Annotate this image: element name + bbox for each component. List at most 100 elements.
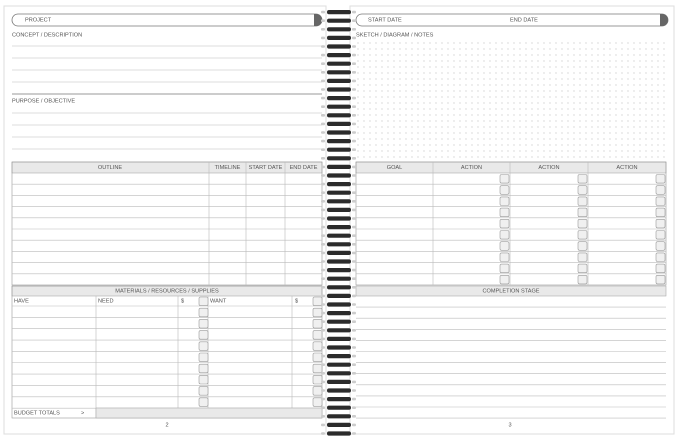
spiral-hole	[321, 423, 325, 427]
spiral-hole	[321, 96, 325, 100]
spiral-coil	[327, 78, 351, 83]
spiral-coil	[327, 190, 351, 195]
spiral-coil	[327, 87, 351, 92]
spiral-hole	[321, 329, 325, 332]
spiral-hole	[321, 294, 325, 298]
checkbox	[499, 174, 510, 184]
spiral-hole	[352, 217, 356, 220]
title-bar-cap	[314, 14, 322, 26]
spiral-hole	[352, 148, 356, 151]
outline-header: OUTLINE	[98, 165, 123, 171]
checkbox	[577, 185, 588, 195]
spiral-hole	[352, 105, 356, 108]
project-label: PROJECT	[25, 17, 52, 23]
spiral-hole	[321, 389, 325, 392]
checkbox	[499, 185, 510, 195]
checkbox	[577, 252, 588, 262]
spiral-coil	[327, 121, 351, 126]
materials-header: $	[181, 298, 185, 304]
checkbox	[312, 363, 323, 374]
spiral-coil	[327, 319, 351, 324]
spiral-hole	[321, 36, 325, 40]
spiral-coil	[327, 199, 351, 204]
table-frame	[355, 161, 667, 286]
spiral-coil	[327, 285, 351, 290]
spiral-coil	[327, 405, 351, 410]
spiral-hole	[352, 71, 356, 74]
spiral-hole	[352, 389, 356, 392]
spiral-coil	[327, 44, 351, 49]
spiral-hole	[321, 415, 325, 418]
spiral-hole	[321, 372, 325, 375]
checkbox	[577, 219, 588, 229]
spiral-hole	[321, 53, 325, 57]
spiral-hole	[352, 363, 356, 366]
spiral-hole	[352, 79, 356, 83]
spiral-hole	[352, 346, 356, 349]
title-bar-cap	[660, 14, 668, 26]
spiral-hole	[321, 320, 325, 323]
spiral-hole	[321, 62, 325, 65]
spiral-coil	[327, 27, 351, 32]
spiral-hole	[352, 311, 356, 315]
checkbox	[499, 207, 510, 218]
checkbox	[198, 319, 209, 329]
dot-grid	[357, 42, 666, 158]
spiral-hole	[321, 148, 325, 151]
checkbox	[198, 397, 209, 407]
spiral-coil	[327, 242, 351, 247]
spiral-hole	[321, 277, 325, 280]
spiral-hole	[352, 53, 356, 57]
outline-header: END DATE	[290, 165, 318, 171]
materials-title: MATERIALS / RESOURCES / SUPPLIES	[115, 288, 219, 294]
spiral-hole	[352, 320, 356, 323]
spiral-coil	[327, 431, 351, 436]
spiral-hole	[321, 105, 325, 108]
spiral-hole	[321, 28, 325, 31]
checkbox	[655, 207, 666, 218]
spiral-hole	[352, 114, 356, 117]
spiral-coil	[327, 397, 351, 402]
spiral-hole	[321, 225, 325, 229]
spiral-hole	[352, 62, 356, 65]
spiral-hole	[352, 88, 356, 91]
spiral-coil	[327, 104, 351, 109]
spiral-hole	[321, 432, 325, 435]
checkbox	[577, 230, 588, 240]
spiral-hole	[321, 71, 325, 74]
checkbox	[198, 375, 209, 385]
spiral-coil	[327, 96, 351, 101]
header-band	[355, 285, 667, 297]
checkbox	[655, 185, 666, 195]
spiral-hole	[321, 165, 325, 169]
checkbox	[198, 341, 209, 351]
spiral-coil	[327, 61, 351, 66]
materials-header: WANT	[210, 298, 227, 304]
checkbox	[198, 296, 209, 306]
checkbox	[577, 241, 588, 251]
materials-header: HAVE	[14, 298, 29, 304]
spiral-hole	[352, 294, 356, 298]
budget-totals-label: BUDGET TOTALS	[14, 410, 60, 416]
outline-header: START DATE	[249, 165, 283, 171]
spiral-hole	[352, 139, 356, 143]
checkbox	[312, 375, 323, 385]
spiral-hole	[352, 277, 356, 280]
spiral-hole	[321, 260, 325, 263]
spiral-hole	[321, 346, 325, 349]
spiral-hole	[352, 406, 356, 409]
spiral-coil	[327, 250, 351, 255]
spiral-hole	[321, 79, 325, 83]
checkbox	[312, 296, 323, 306]
checkbox	[198, 352, 209, 362]
checkbox	[312, 352, 323, 362]
table-frame	[11, 161, 323, 286]
checkbox	[499, 196, 510, 206]
checkbox	[577, 274, 588, 285]
spiral-hole	[321, 363, 325, 366]
spiral-coil	[327, 414, 351, 419]
checkbox	[577, 207, 588, 218]
spiral-hole	[321, 88, 325, 91]
spiral-hole	[352, 260, 356, 263]
checkbox	[655, 274, 666, 285]
